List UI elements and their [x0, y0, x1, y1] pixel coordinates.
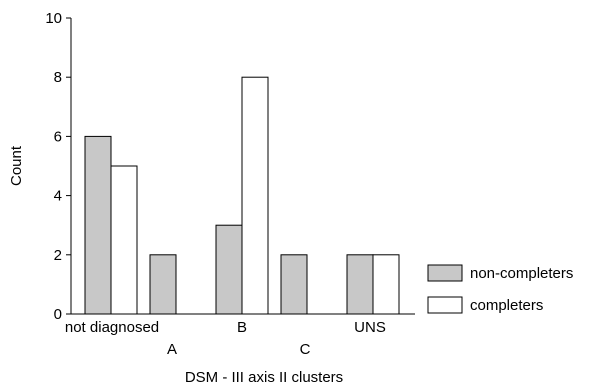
legend: non-completers completers: [427, 264, 573, 314]
y-tick-label: 0: [54, 306, 62, 323]
bar-non-completers-not-diagnosed: [84, 135, 112, 315]
axes-group: [70, 18, 415, 315]
bar-non-completers-B: [215, 224, 243, 315]
x-category-label: A: [167, 341, 177, 358]
bars-group: [84, 76, 400, 315]
bar-completers-not-diagnosed: [110, 165, 138, 315]
y-tick-label: 4: [54, 188, 62, 205]
bar-non-completers-A: [149, 254, 177, 315]
x-category-label: C: [300, 341, 311, 358]
y-axis-title: Count: [8, 145, 25, 186]
x-category-label: B: [237, 319, 247, 336]
bar-non-completers-C: [280, 254, 308, 315]
y-tick-label: 2: [54, 247, 62, 264]
legend-swatch-non-completers: [427, 264, 463, 282]
legend-swatch-completers: [427, 296, 463, 314]
y-tick-label: 10: [45, 10, 62, 27]
y-ticks-group: 0 2 4 6 8 10: [45, 10, 71, 323]
x-axis-title: DSM - III axis II clusters: [185, 369, 343, 386]
legend-label-completers: completers: [470, 297, 543, 314]
x-labels-group: not diagnosed A B C UNS: [65, 319, 386, 358]
bar-completers-B: [241, 76, 269, 315]
y-tick-label: 6: [54, 128, 62, 145]
bar-completers-UNS: [372, 254, 400, 315]
bar-non-completers-UNS: [346, 254, 374, 315]
x-category-label: UNS: [354, 319, 386, 336]
legend-label-non-completers: non-completers: [470, 265, 573, 282]
x-category-label: not diagnosed: [65, 319, 159, 336]
y-tick-label: 8: [54, 69, 62, 86]
